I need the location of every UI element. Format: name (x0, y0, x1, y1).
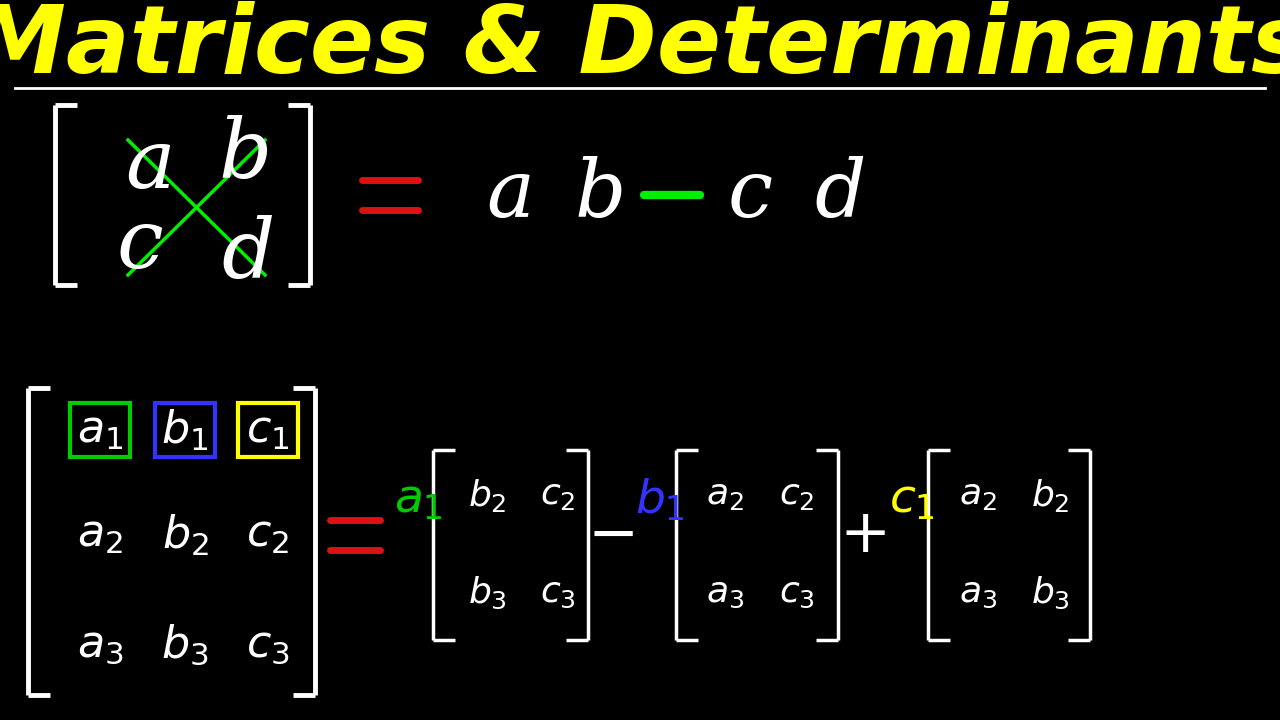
Text: b: b (219, 115, 271, 195)
Text: $c_3$: $c_3$ (246, 624, 289, 667)
Text: $b_1$: $b_1$ (635, 477, 685, 523)
Text: $a_3$: $a_3$ (77, 624, 123, 667)
Text: $a_1$: $a_1$ (77, 408, 123, 451)
Text: $c_2$: $c_2$ (540, 478, 576, 512)
Text: d: d (221, 215, 275, 295)
Text: $c_2$: $c_2$ (780, 478, 815, 512)
Text: a: a (486, 156, 534, 234)
Text: $a_3$: $a_3$ (959, 576, 997, 610)
Text: b: b (575, 156, 626, 234)
Text: c: c (116, 205, 164, 285)
Text: $c_3$: $c_3$ (540, 576, 576, 610)
Text: $a_2$: $a_2$ (707, 478, 744, 512)
Text: $a_3$: $a_3$ (707, 576, 744, 610)
Text: $a_1$: $a_1$ (393, 477, 443, 523)
Text: d: d (814, 156, 865, 234)
Text: $b_2$: $b_2$ (467, 477, 507, 513)
Text: c: c (727, 156, 773, 234)
Text: $c_2$: $c_2$ (247, 513, 289, 557)
Text: $-$: $-$ (586, 505, 634, 565)
Text: $b_2$: $b_2$ (1030, 477, 1069, 513)
Text: $b_2$: $b_2$ (161, 513, 209, 557)
Text: $c_3$: $c_3$ (780, 576, 815, 610)
Text: $b_3$: $b_3$ (161, 623, 209, 667)
Text: $c_1$: $c_1$ (246, 408, 289, 451)
Text: $b_3$: $b_3$ (467, 575, 507, 611)
Text: $a_2$: $a_2$ (77, 513, 123, 557)
Text: $b_3$: $b_3$ (1030, 575, 1070, 611)
Text: $c_1$: $c_1$ (890, 477, 934, 523)
Text: $b_1$: $b_1$ (161, 408, 209, 453)
Text: $+$: $+$ (838, 505, 886, 565)
Text: $a_2$: $a_2$ (959, 478, 997, 512)
Text: Matrices & Determinants: Matrices & Determinants (0, 1, 1280, 93)
Text: a: a (125, 125, 175, 205)
